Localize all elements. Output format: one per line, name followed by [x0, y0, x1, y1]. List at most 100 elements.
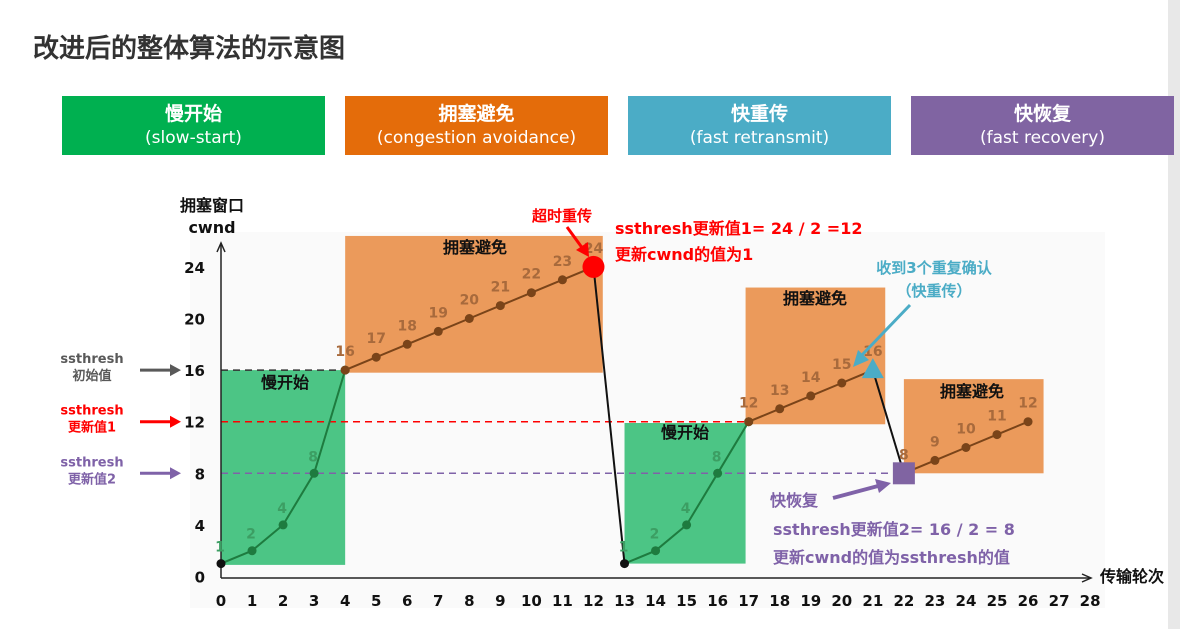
- region-label: 拥塞避免: [940, 382, 1004, 401]
- data-point: [744, 417, 754, 427]
- data-point: [216, 559, 226, 569]
- data-point: [775, 404, 785, 414]
- region-label: 慢开始: [261, 373, 309, 392]
- phase-region: [221, 370, 346, 565]
- phase-en: (congestion avoidance): [376, 128, 577, 148]
- data-point: [247, 546, 257, 556]
- data-label: 10: [956, 422, 976, 438]
- data-label: 17: [366, 331, 385, 347]
- phase-en: (slow-start): [145, 128, 242, 148]
- x-tick-label: 22: [893, 592, 914, 610]
- phase-name: 快恢复: [1013, 103, 1071, 125]
- data-label: 20: [460, 293, 480, 309]
- data-point: [1023, 417, 1033, 427]
- region-label: 拥塞避免: [443, 238, 507, 257]
- y-tick-label: 24: [184, 259, 205, 277]
- arrow-head-icon: [170, 415, 181, 428]
- x-tick-label: 13: [614, 592, 635, 610]
- data-point: [961, 443, 971, 452]
- data-label: 22: [522, 267, 541, 283]
- x-tick-label: 24: [956, 592, 977, 610]
- data-point: [713, 468, 723, 478]
- timeout-text: 更新cwnd的值为1: [615, 245, 753, 264]
- region-label: 慢开始: [661, 423, 709, 442]
- data-label: 15: [832, 357, 851, 373]
- arrow-head-icon: [170, 364, 181, 377]
- x-tick-label: 28: [1080, 592, 1101, 610]
- phase-region: [903, 379, 1044, 474]
- data-label: 23: [553, 254, 572, 270]
- phase-en: (fast retransmit): [689, 128, 830, 148]
- data-point: [557, 275, 567, 285]
- fast-recovery-arrow: [832, 484, 879, 500]
- x-axis-arrow-icon: [1081, 573, 1093, 583]
- x-tick-label: 27: [1049, 592, 1070, 610]
- x-axis-label: 传输轮次: [1099, 567, 1164, 586]
- phase-fast-recovery: 快恢复 (fast recovery): [911, 96, 1174, 155]
- data-point: [371, 352, 381, 362]
- x-tick-label: 16: [707, 592, 728, 610]
- window-edge: [1168, 0, 1180, 629]
- x-tick-label: 6: [402, 592, 412, 610]
- fast-recovery-text: ssthresh更新值2= 16 / 2 = 8: [773, 520, 1015, 539]
- x-tick-label: 19: [800, 592, 821, 610]
- x-tick-label: 9: [495, 592, 505, 610]
- data-label: 1: [619, 540, 629, 556]
- data-point: [278, 520, 288, 530]
- x-tick-label: 11: [552, 592, 573, 610]
- data-point: [340, 365, 350, 375]
- data-label: 21: [491, 280, 510, 296]
- data-label: 14: [801, 370, 821, 386]
- data-point: [402, 339, 412, 349]
- arrow-head-icon: [576, 242, 589, 257]
- phase-name: 快重传: [730, 103, 788, 125]
- fast-retransmit-triangle: [861, 358, 884, 379]
- arrow-head-icon: [170, 467, 181, 480]
- data-point: [806, 391, 816, 401]
- data-point: [930, 455, 940, 465]
- x-tick-label: 8: [464, 592, 474, 610]
- phase-region: [624, 422, 746, 564]
- data-point: [464, 314, 474, 323]
- y-tick-label: 8: [195, 465, 205, 483]
- ssthresh-label: 初始值: [72, 368, 111, 384]
- data-point: [526, 288, 536, 298]
- region-label: 拥塞避免: [783, 289, 847, 308]
- x-tick-label: 12: [583, 592, 604, 610]
- phase-en: (fast recovery): [980, 128, 1105, 148]
- timeout-arrow: [565, 226, 585, 250]
- data-point: [620, 559, 630, 569]
- phase-name: 慢开始: [164, 103, 222, 125]
- fast-recovery-label: 快恢复: [770, 491, 819, 510]
- timeout-label: 超时重传: [531, 207, 592, 225]
- x-tick-label: 20: [831, 592, 852, 610]
- data-label: 12: [1018, 396, 1037, 412]
- x-tick-label: 26: [1018, 592, 1039, 610]
- data-label: 8: [899, 447, 909, 463]
- ssthresh-label: 更新值1: [68, 420, 116, 436]
- x-tick-label: 25: [987, 592, 1008, 610]
- data-point: [651, 546, 661, 556]
- x-tick-label: 3: [309, 592, 319, 610]
- x-tick-label: 5: [371, 592, 381, 610]
- x-tick-label: 21: [862, 592, 883, 610]
- data-point: [837, 378, 847, 388]
- data-point: [309, 468, 319, 478]
- x-tick-label: 2: [278, 592, 288, 610]
- x-tick-label: 1: [247, 592, 257, 610]
- x-tick-label: 4: [340, 592, 350, 610]
- data-label: 4: [681, 501, 691, 517]
- series-line: [592, 266, 626, 564]
- phase-region: [345, 235, 603, 373]
- phase-congestion-avoidance: 拥塞避免 (congestion avoidance): [345, 96, 608, 155]
- fast-recovery-square: [892, 462, 915, 485]
- data-label: 9: [930, 434, 940, 450]
- data-label: 11: [987, 409, 1006, 425]
- data-label: 2: [246, 527, 256, 543]
- timeout-text: ssthresh更新值1= 24 / 2 =12: [615, 219, 862, 238]
- data-label: 4: [277, 501, 287, 517]
- data-label: 2: [650, 527, 660, 543]
- data-label: 13: [770, 383, 789, 399]
- data-label: 8: [308, 449, 318, 465]
